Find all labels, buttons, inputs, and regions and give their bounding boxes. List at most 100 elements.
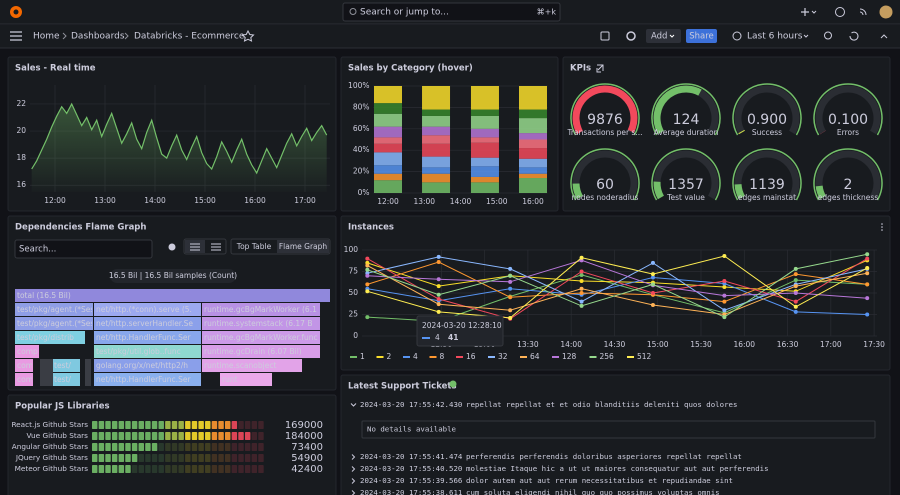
legend-label[interactable]: 512 [637, 352, 652, 361]
led-cell [205, 432, 211, 440]
share-button[interactable] [686, 29, 717, 43]
breadcrumb[interactable]: Home [33, 32, 60, 42]
settings-icon[interactable] [626, 31, 636, 41]
flame-label: comp [17, 375, 38, 384]
gauge-label: Test value [666, 193, 705, 202]
log-message: dolor autem aut aut rerum necessitatibus… [466, 476, 733, 485]
flame-block[interactable] [15, 359, 33, 372]
legend-label[interactable]: 4 [413, 352, 418, 361]
x-tick-label: 13:30 [517, 340, 539, 349]
legend-label[interactable]: 8 [440, 352, 445, 361]
zoom-out-icon[interactable] [824, 31, 832, 40]
legend-label[interactable]: 2 [387, 352, 392, 361]
menu-icon[interactable] [881, 223, 883, 225]
avatar[interactable] [879, 5, 893, 19]
search-box[interactable] [342, 2, 561, 22]
flame-block[interactable] [15, 345, 39, 358]
led-cell [205, 421, 211, 429]
align-buttons[interactable] [183, 238, 227, 255]
led-cell [138, 443, 144, 451]
flame-block[interactable] [15, 317, 93, 330]
view-button[interactable]: Flame Graph [279, 242, 328, 251]
chevron [803, 34, 809, 38]
led-cell [138, 421, 144, 429]
point [436, 292, 441, 297]
flame-block[interactable] [94, 317, 201, 330]
flame-block[interactable] [94, 359, 201, 372]
expand-chevron[interactable] [351, 454, 356, 460]
flame-block[interactable] [202, 359, 302, 372]
led-cell [178, 465, 184, 473]
led-cell [131, 432, 138, 440]
legend-label[interactable]: 32 [498, 352, 508, 361]
flame-block[interactable] [202, 331, 320, 344]
legend-label[interactable]: 1 [360, 352, 365, 361]
point [793, 309, 798, 314]
color-scheme-button[interactable] [168, 243, 176, 251]
legend-label[interactable]: 128 [562, 352, 577, 361]
point [722, 315, 727, 320]
gauge-label: Errors [837, 128, 859, 137]
expand-chevron[interactable] [351, 466, 356, 472]
led-cell [111, 465, 118, 473]
y-tick-label: 25 [348, 310, 358, 319]
refresh-icon[interactable] [849, 31, 859, 41]
expand-chevron[interactable] [351, 478, 356, 484]
chevron [811, 10, 817, 14]
legend-label[interactable]: 256 [600, 352, 615, 361]
flame-block[interactable] [52, 359, 80, 372]
point [793, 291, 798, 295]
flame-block[interactable] [15, 289, 330, 302]
point [365, 267, 370, 272]
bar-label: Angular Github Stars [12, 442, 88, 451]
x-tick-label: 14:00 [450, 197, 472, 206]
led-cell [251, 421, 258, 429]
flame-block[interactable] [202, 303, 320, 316]
add-button-label: Add [651, 32, 667, 42]
star-icon[interactable] [241, 29, 255, 42]
new-icon[interactable] [801, 8, 809, 16]
flame-block[interactable] [202, 345, 320, 358]
help-icon[interactable] [835, 7, 845, 17]
flame-block[interactable] [15, 373, 33, 386]
menu-icon[interactable] [10, 31, 22, 41]
led-cell [191, 443, 198, 451]
log-message: perferendis perferendis doloribus asperi… [466, 452, 742, 461]
flame-block[interactable] [52, 373, 80, 386]
led-cell [98, 465, 105, 473]
flame-block[interactable] [94, 345, 201, 358]
x-tick-label: 17:00 [820, 340, 842, 349]
led-cell [118, 454, 125, 462]
x-tick-label: 16:00 [522, 197, 544, 206]
flame-block[interactable] [94, 303, 201, 316]
led-cell [238, 465, 244, 473]
led-cell [211, 443, 218, 451]
breadcrumb[interactable]: Dashboards [71, 32, 125, 42]
led-cell [258, 421, 264, 429]
gauge-value: 1139 [749, 177, 785, 193]
search-input[interactable] [14, 239, 153, 259]
flame-label: test/ [54, 361, 71, 370]
flame-block[interactable] [94, 331, 201, 344]
led-cell [138, 465, 144, 473]
link-icon[interactable] [596, 64, 604, 73]
flame-block[interactable] [220, 373, 272, 386]
news-icon[interactable] [859, 8, 867, 16]
flame-block[interactable] [202, 317, 320, 330]
led-cell [92, 454, 98, 462]
flame-block[interactable] [94, 373, 201, 386]
legend-label[interactable]: 16 [466, 352, 476, 361]
x-tick-label: 15:00 [486, 197, 508, 206]
flame-block[interactable] [15, 303, 93, 316]
expand-chevron[interactable] [350, 403, 357, 407]
collapse-icon[interactable] [880, 34, 888, 39]
flame-block[interactable] [15, 331, 85, 344]
panel-title: Instances [348, 223, 394, 233]
time-picker[interactable]: Last 6 hours [747, 32, 803, 42]
view-button[interactable]: Top Table [236, 242, 272, 251]
legend-label[interactable]: 64 [530, 352, 540, 361]
add-button[interactable] [646, 29, 681, 43]
bar-segment [519, 86, 547, 110]
save-icon[interactable] [600, 31, 610, 41]
point [793, 299, 798, 304]
